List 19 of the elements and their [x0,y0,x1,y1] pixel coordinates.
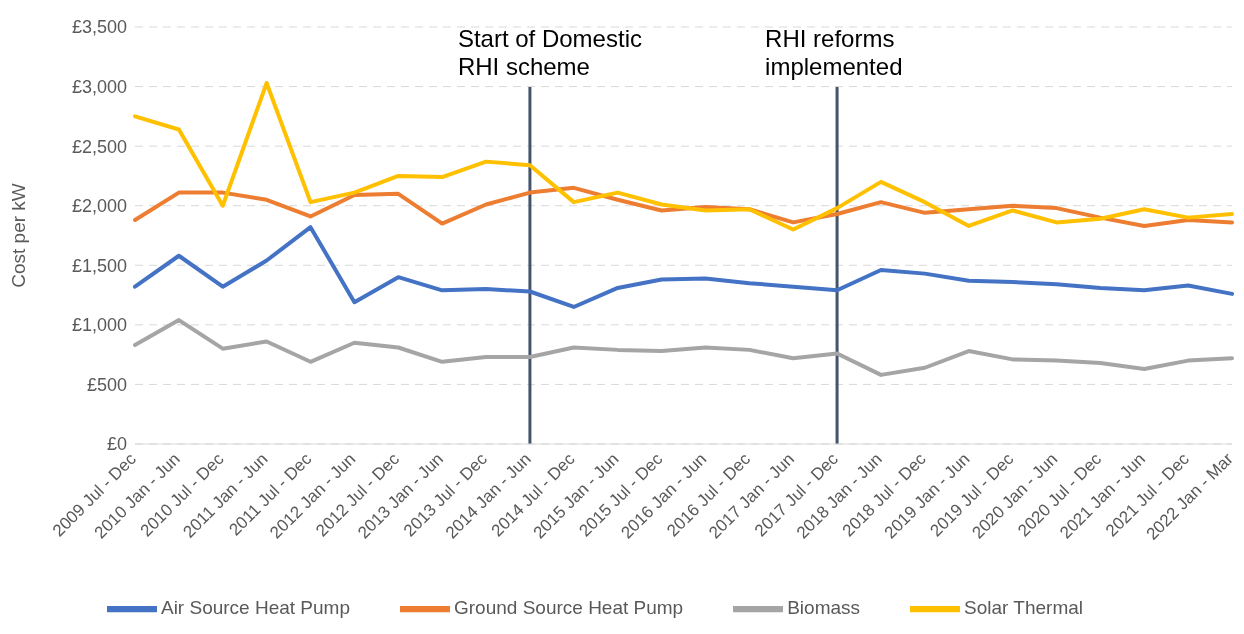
y-tick-label: £2,500 [71,136,127,157]
y-tick-label: £1,500 [71,255,127,276]
line-series [133,81,1234,232]
y-tick-label: £3,500 [71,17,127,38]
y-tick-label: £2,000 [71,196,127,217]
legend-label: Solar Thermal [964,597,1084,619]
legend-label: Air Source Heat Pump [160,597,350,619]
y-tick-label: £1,000 [71,315,127,336]
line-series [133,318,1234,377]
ref-line-label: Start of Domestic RHI scheme [457,25,642,80]
y-tick-label: £500 [86,374,127,395]
line-series [133,225,1234,309]
ref-line-label: RHI reforms implemented [765,25,903,80]
legend-label: Ground Source Heat Pump [454,597,684,619]
y-tick-label: £0 [106,434,127,455]
line-series [133,185,1234,228]
y-tick-label: £3,000 [71,76,127,97]
legend-label: Biomass [787,597,861,619]
y-axis-title: Cost per kW [7,183,29,288]
